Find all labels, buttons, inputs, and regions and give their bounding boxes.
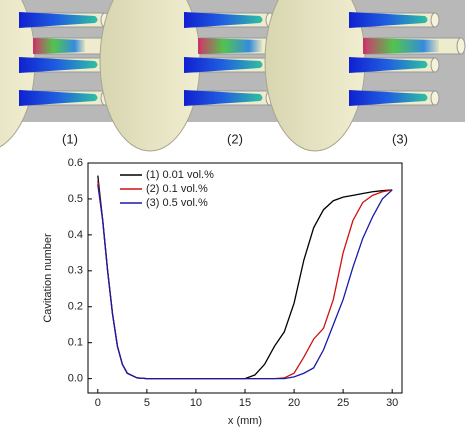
x-tick-label: 20 xyxy=(288,397,300,409)
y-tick-label: 0.1 xyxy=(68,337,83,349)
cavity xyxy=(184,90,263,106)
pipe-end xyxy=(456,37,466,55)
panel-label: (3) xyxy=(392,131,408,146)
cavity xyxy=(349,57,428,73)
cavity xyxy=(19,12,98,28)
x-tick-label: 15 xyxy=(239,397,251,409)
series-line xyxy=(97,184,393,380)
cavity xyxy=(198,38,262,54)
series-line xyxy=(97,175,393,380)
y-tick-label: 0.6 xyxy=(68,157,83,169)
cavity xyxy=(184,12,263,28)
legend-label: (2) 0.1 vol.% xyxy=(146,183,208,195)
series-line xyxy=(97,180,393,380)
plot-frame xyxy=(87,162,403,394)
x-tick-label: 10 xyxy=(190,397,202,409)
x-axis-label: x (mm) xyxy=(228,415,262,427)
cavity xyxy=(363,38,439,54)
y-tick-label: 0.0 xyxy=(68,373,83,385)
legend-label: (3) 0.5 vol.% xyxy=(146,197,208,209)
y-tick-label: 0.2 xyxy=(68,301,83,313)
cavity xyxy=(19,57,98,73)
cavity xyxy=(349,12,428,28)
x-tick-label: 5 xyxy=(144,397,150,409)
panel-label: (2) xyxy=(227,131,243,146)
cavity xyxy=(184,57,263,73)
y-tick-label: 0.4 xyxy=(68,229,83,241)
cavity xyxy=(349,90,428,106)
y-tick-label: 0.5 xyxy=(68,193,83,205)
x-tick-label: 25 xyxy=(337,397,349,409)
pipe-end xyxy=(430,57,440,73)
x-tick-label: 30 xyxy=(386,397,398,409)
cavity xyxy=(33,38,85,54)
y-tick-label: 0.3 xyxy=(68,265,83,277)
pipe-end xyxy=(430,90,440,106)
pipe-end xyxy=(430,12,440,28)
y-axis-label: Cavitation number xyxy=(42,233,54,323)
x-tick-label: 0 xyxy=(95,397,101,409)
panel-label: (1) xyxy=(62,131,78,146)
cavity xyxy=(19,90,98,106)
legend-label: (1) 0.01 vol.% xyxy=(146,169,214,181)
